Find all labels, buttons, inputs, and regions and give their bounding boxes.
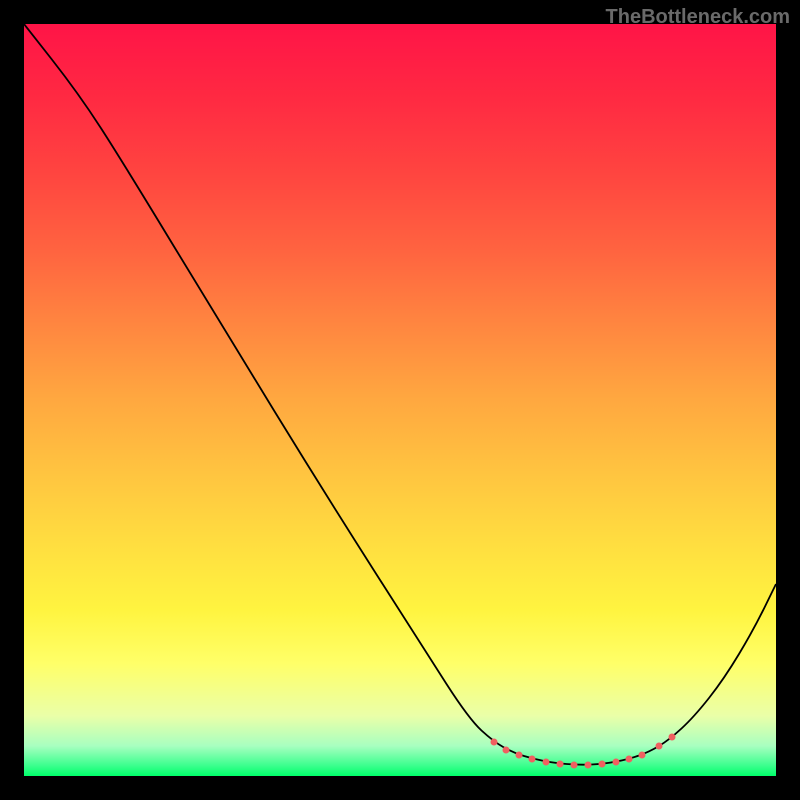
optimal-range-dot [639,752,646,759]
optimal-range-dot [529,756,536,763]
optimal-range-dot [571,762,578,769]
bottleneck-chart [24,24,776,776]
optimal-range-dot [626,756,633,763]
chart-container [24,24,776,776]
gradient-background [24,24,776,776]
optimal-range-dot [543,759,550,766]
optimal-range-dot [669,734,676,741]
optimal-range-dot [557,761,564,768]
watermark-text: TheBottleneck.com [606,6,790,29]
optimal-range-dot [656,743,663,750]
optimal-range-dot [491,739,498,746]
optimal-range-dot [503,747,510,754]
optimal-range-dot [599,761,606,768]
optimal-range-dot [585,762,592,769]
optimal-range-dot [613,759,620,766]
optimal-range-dot [516,752,523,759]
